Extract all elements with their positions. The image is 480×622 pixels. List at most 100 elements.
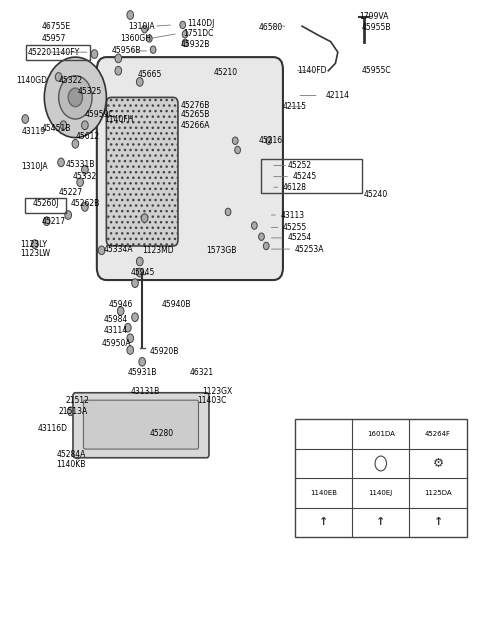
Text: 45956B: 45956B xyxy=(111,47,141,55)
Text: 21513A: 21513A xyxy=(59,407,88,416)
Circle shape xyxy=(115,67,121,75)
Text: 1310JA: 1310JA xyxy=(22,162,48,171)
Text: 45227: 45227 xyxy=(59,188,83,197)
Circle shape xyxy=(180,21,186,29)
Circle shape xyxy=(132,313,138,322)
Text: ↑: ↑ xyxy=(433,518,443,527)
Text: 45210: 45210 xyxy=(214,68,238,77)
Text: 45265B: 45265B xyxy=(180,110,210,119)
Text: 1140DJ: 1140DJ xyxy=(188,19,215,27)
Text: 45940B: 45940B xyxy=(161,300,191,309)
Text: 45266A: 45266A xyxy=(180,121,210,130)
Circle shape xyxy=(142,26,147,33)
Text: 45945: 45945 xyxy=(130,268,155,277)
Circle shape xyxy=(98,246,105,254)
Text: 1573GB: 1573GB xyxy=(206,246,237,255)
Circle shape xyxy=(182,39,188,47)
Circle shape xyxy=(182,30,188,38)
Text: 1140FH: 1140FH xyxy=(104,114,133,124)
Circle shape xyxy=(77,397,84,406)
Circle shape xyxy=(127,346,133,355)
Text: 45322: 45322 xyxy=(59,75,83,85)
Text: 42115: 42115 xyxy=(283,102,307,111)
Text: 43113: 43113 xyxy=(281,210,305,220)
Bar xyxy=(262,159,362,193)
Text: 45280: 45280 xyxy=(149,429,173,438)
Text: 45931B: 45931B xyxy=(128,368,157,378)
Text: 45284A: 45284A xyxy=(56,450,85,459)
Text: 46580: 46580 xyxy=(259,23,283,32)
Text: 46321: 46321 xyxy=(190,368,214,378)
Circle shape xyxy=(252,222,257,230)
Text: 45334A: 45334A xyxy=(104,244,133,254)
Text: 45264F: 45264F xyxy=(425,431,451,437)
Circle shape xyxy=(266,137,272,144)
Circle shape xyxy=(117,307,124,315)
Circle shape xyxy=(65,211,72,220)
Circle shape xyxy=(74,450,81,459)
Text: 1140KB: 1140KB xyxy=(56,460,85,469)
Text: 1140GD: 1140GD xyxy=(16,75,47,85)
Text: 45220: 45220 xyxy=(28,48,52,57)
Text: 43119: 43119 xyxy=(22,127,46,136)
Text: 1310JA: 1310JA xyxy=(128,22,155,30)
Text: 1140EJ: 1140EJ xyxy=(369,490,393,496)
Circle shape xyxy=(67,407,74,415)
FancyBboxPatch shape xyxy=(84,400,199,449)
Circle shape xyxy=(235,146,240,154)
Text: 1123LY: 1123LY xyxy=(21,239,48,249)
Circle shape xyxy=(264,242,269,249)
Text: 45254: 45254 xyxy=(288,233,312,243)
Text: 45276B: 45276B xyxy=(180,101,210,110)
Text: 1125DA: 1125DA xyxy=(424,490,452,496)
Circle shape xyxy=(127,334,133,343)
Text: 1140FY: 1140FY xyxy=(51,48,80,57)
Text: 46755E: 46755E xyxy=(42,22,71,30)
Circle shape xyxy=(124,323,131,332)
Circle shape xyxy=(32,240,38,248)
Text: 42114: 42114 xyxy=(326,91,350,100)
Text: 45955B: 45955B xyxy=(362,23,391,32)
Text: 45216: 45216 xyxy=(259,136,283,145)
Text: 45946: 45946 xyxy=(109,300,133,309)
Text: 1140FD: 1140FD xyxy=(297,66,327,75)
Text: 45262B: 45262B xyxy=(71,200,100,208)
Text: 45932B: 45932B xyxy=(180,40,210,49)
Circle shape xyxy=(225,208,231,216)
Circle shape xyxy=(82,121,88,129)
Circle shape xyxy=(77,178,84,187)
Circle shape xyxy=(146,35,152,42)
Circle shape xyxy=(82,165,88,174)
Circle shape xyxy=(58,158,64,167)
Text: 43114: 43114 xyxy=(104,327,128,335)
Circle shape xyxy=(139,358,145,366)
Circle shape xyxy=(127,11,133,19)
Text: 21512: 21512 xyxy=(66,396,90,406)
Text: 45252: 45252 xyxy=(288,161,312,170)
Text: 45325: 45325 xyxy=(78,86,102,96)
Circle shape xyxy=(141,214,148,223)
Circle shape xyxy=(59,76,92,119)
Circle shape xyxy=(60,121,67,129)
Circle shape xyxy=(82,203,88,211)
Text: 1140EB: 1140EB xyxy=(310,490,337,496)
Text: 45253A: 45253A xyxy=(295,244,324,254)
Text: 45957: 45957 xyxy=(42,34,66,43)
Text: 45331B: 45331B xyxy=(66,160,95,169)
Circle shape xyxy=(259,233,264,241)
FancyBboxPatch shape xyxy=(107,98,178,246)
Bar xyxy=(295,419,467,537)
Text: ⚙: ⚙ xyxy=(432,457,444,470)
Bar xyxy=(26,45,90,60)
Text: 1601DA: 1601DA xyxy=(367,431,395,437)
Text: 45665: 45665 xyxy=(137,70,162,79)
FancyBboxPatch shape xyxy=(73,392,209,458)
Text: ↑: ↑ xyxy=(376,518,385,527)
Text: 43131B: 43131B xyxy=(130,387,159,396)
Text: 1123LW: 1123LW xyxy=(21,249,50,258)
Circle shape xyxy=(43,217,50,226)
Text: 1799VA: 1799VA xyxy=(360,12,389,21)
FancyBboxPatch shape xyxy=(97,57,283,280)
Text: 45245: 45245 xyxy=(292,172,317,181)
Text: 45920B: 45920B xyxy=(149,346,179,356)
